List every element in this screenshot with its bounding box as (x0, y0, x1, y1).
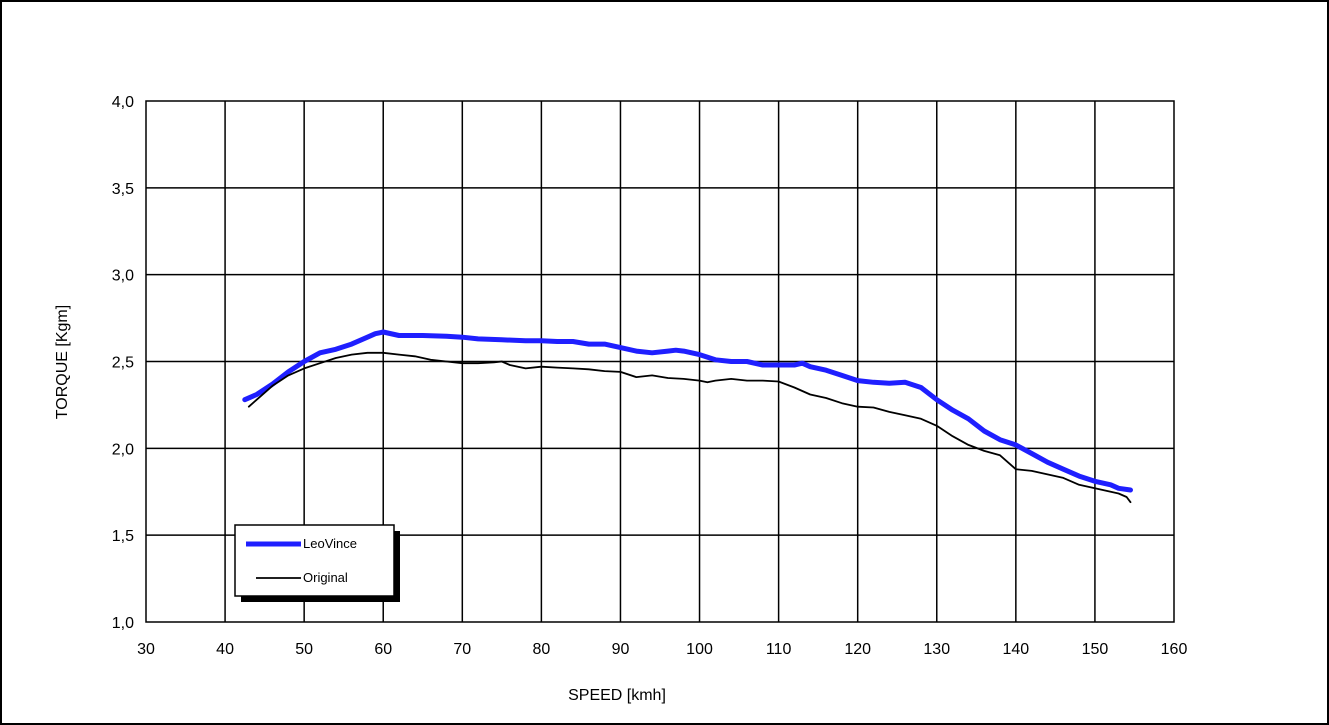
y-axis-title: TORQUE [Kgm] (54, 305, 71, 419)
y-tick-label: 3,5 (112, 181, 134, 198)
legend-box (234, 524, 395, 597)
x-tick-label: 50 (295, 641, 313, 658)
y-tick-label: 4,0 (112, 94, 134, 111)
plot-area (145, 100, 1175, 623)
x-tick-label: 100 (686, 641, 713, 658)
y-tick-label: 1,0 (112, 615, 134, 632)
x-tick-label: 30 (137, 641, 155, 658)
x-tick-label: 110 (766, 641, 792, 658)
legend: LeoVince Original (234, 524, 400, 602)
y-tick-label: 2,5 (112, 355, 134, 372)
x-tick-label: 140 (1002, 641, 1029, 658)
x-tick-label: 130 (923, 641, 950, 658)
x-tick-label: 160 (1161, 641, 1188, 658)
y-tick-label: 2,0 (112, 441, 134, 458)
x-tick-label: 70 (453, 641, 471, 658)
x-tick-label: 40 (216, 641, 234, 658)
y-axis-tick-labels: 1,0 1,5 2,0 2,5 3,0 3,5 4,0 (112, 94, 134, 632)
x-tick-label: 80 (532, 641, 550, 658)
x-axis-tick-labels: 30 40 50 60 70 80 90 100 110 120 130 140 150 160 (137, 641, 1187, 658)
y-tick-label: 1,5 (112, 528, 134, 545)
x-tick-label: 60 (374, 641, 392, 658)
x-axis-title: SPEED [kmh] (568, 687, 666, 704)
y-tick-label: 3,0 (112, 268, 134, 285)
x-tick-label: 120 (844, 641, 871, 658)
series-lines (242, 329, 1133, 504)
series-line-original (247, 351, 1132, 504)
series-line-leovince (242, 329, 1133, 493)
legend-label-leovince: LeoVince (303, 536, 357, 551)
x-tick-label: 150 (1082, 641, 1109, 658)
x-tick-label: 90 (612, 641, 630, 658)
legend-label-original: Original (303, 570, 348, 585)
